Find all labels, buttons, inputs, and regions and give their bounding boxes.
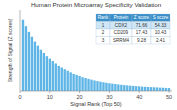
table-cell <box>151 37 170 45</box>
bar <box>87 79 89 91</box>
table-text: 9.28 <box>137 38 146 43</box>
table-cell <box>110 14 132 22</box>
bar <box>141 87 143 91</box>
bar <box>25 26 27 91</box>
y-axis-label: Strength of Signal (Z scores) <box>7 18 13 82</box>
x-tick-label: 10 <box>47 94 53 100</box>
bar <box>99 82 101 91</box>
bar <box>52 61 54 91</box>
bar <box>108 83 110 91</box>
table-cell <box>96 37 110 45</box>
x-tick-label: 50 <box>166 94 172 100</box>
bar <box>150 87 152 91</box>
bar <box>162 88 164 91</box>
bar <box>96 81 98 91</box>
bar <box>129 86 131 91</box>
title: Human Protein Microarray Specificity Val… <box>31 1 162 8</box>
x-tick-label: 0 <box>18 94 21 100</box>
table-cell <box>132 14 151 22</box>
bar <box>90 80 92 91</box>
x-axis <box>20 91 172 92</box>
bar <box>28 32 30 91</box>
bar <box>66 71 68 91</box>
bar <box>84 78 86 91</box>
bar <box>78 76 80 91</box>
bar <box>147 87 149 91</box>
bar <box>58 66 60 91</box>
bar <box>55 63 57 91</box>
bar <box>123 85 125 91</box>
bar <box>102 82 104 91</box>
bar <box>49 59 51 91</box>
table: Rank Protein Z scoreS score 1 CDX2 71.66 54.33… <box>96 14 170 44</box>
bar <box>135 86 137 91</box>
table-cell <box>96 14 110 22</box>
bar <box>34 42 36 91</box>
bar <box>61 68 63 91</box>
bar <box>64 69 66 91</box>
y-axis <box>20 10 21 91</box>
table-text: 3 <box>102 38 105 43</box>
bar <box>168 88 170 91</box>
bar <box>69 72 71 91</box>
bar <box>46 56 48 91</box>
bar <box>153 87 155 91</box>
table-text: SRRM4 <box>113 38 130 43</box>
table-header: Z score <box>134 15 150 20</box>
chart: Human Protein Microarray Specificity Val… <box>0 0 177 110</box>
table-header: Rank <box>98 15 109 20</box>
table-cell <box>132 22 151 30</box>
bar <box>120 85 122 91</box>
x-tick-label: 30 <box>106 94 112 100</box>
x-tick-label: 20 <box>77 94 83 100</box>
table-text: 2.41 <box>156 38 165 43</box>
bar <box>75 75 77 91</box>
table-cell <box>151 14 170 22</box>
x-axis-label: Signal Rank (Top 50) <box>70 101 122 107</box>
table-text: 1 <box>102 23 105 28</box>
bar <box>138 86 140 91</box>
table-text: 10.43 <box>155 30 167 35</box>
table-text: 17.43 <box>136 30 148 35</box>
bar <box>93 80 95 91</box>
table-cell <box>110 29 132 37</box>
bar <box>132 86 134 91</box>
bar <box>72 74 74 91</box>
table-cell <box>132 29 151 37</box>
bar <box>126 85 128 91</box>
bar <box>31 37 33 91</box>
bar <box>159 88 161 91</box>
table-cell <box>132 37 151 45</box>
bar <box>114 84 116 91</box>
table-cell <box>96 22 110 30</box>
table-cell <box>151 29 170 37</box>
table-header: Protein <box>114 15 129 20</box>
bar <box>22 20 24 91</box>
bars <box>22 20 170 91</box>
table-cell <box>110 22 132 30</box>
bar <box>37 46 39 91</box>
table-text: CD209 <box>114 30 129 35</box>
table-text: CDX2 <box>115 23 128 28</box>
table-text: 2 <box>102 30 105 35</box>
table-text: 71.66 <box>136 23 148 28</box>
bar <box>105 83 107 91</box>
bar <box>43 53 45 91</box>
table-cell <box>96 29 110 37</box>
table-header: S score <box>153 15 169 20</box>
bar <box>117 84 119 91</box>
table-text: 54.33 <box>155 23 167 28</box>
bar <box>81 77 83 91</box>
x-tick-label: 40 <box>136 94 142 100</box>
bar <box>144 87 146 91</box>
table-cell <box>110 37 132 45</box>
table-cell <box>151 22 170 30</box>
bar <box>156 87 158 91</box>
bar <box>165 88 167 91</box>
bar <box>40 50 42 91</box>
bar <box>111 84 113 91</box>
